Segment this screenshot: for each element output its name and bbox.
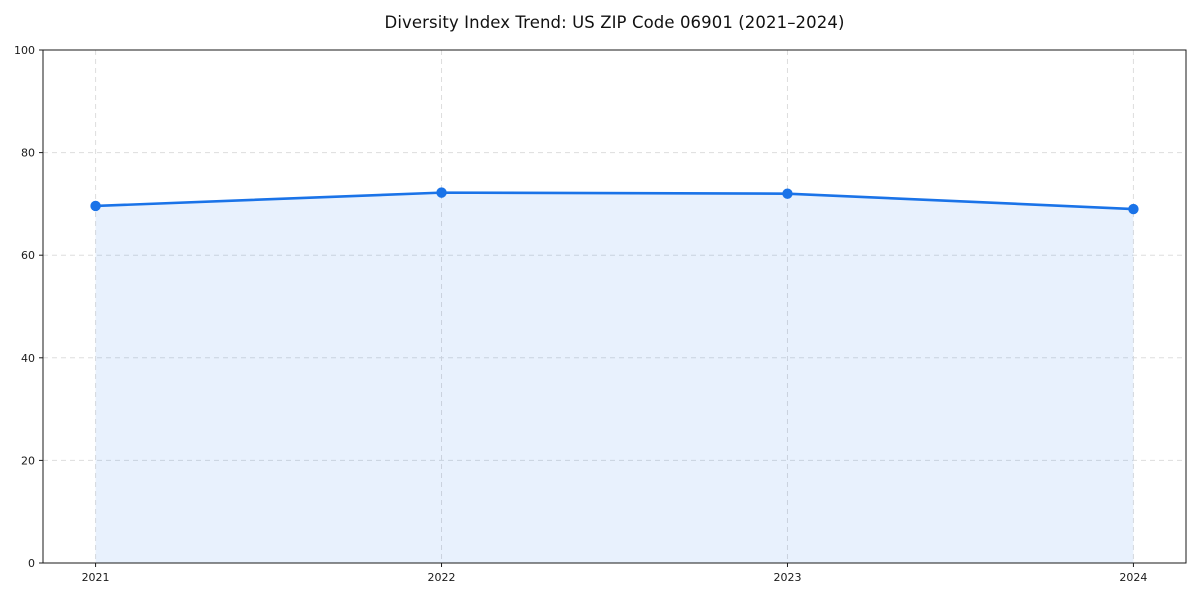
x-tick-label: 2022 — [428, 571, 456, 584]
y-tick-label: 0 — [28, 557, 35, 570]
data-point-marker — [782, 188, 793, 199]
y-tick-label: 20 — [21, 454, 35, 467]
y-tick-label: 100 — [14, 44, 35, 57]
x-tick-label: 2024 — [1119, 571, 1147, 584]
y-tick-label: 40 — [21, 352, 35, 365]
area-fill — [95, 192, 1134, 563]
data-point-marker — [90, 200, 101, 212]
data-point-marker — [436, 187, 447, 198]
trend-line — [94, 191, 1135, 211]
x-tick-label: 2021 — [82, 571, 110, 584]
y-tick-label: 60 — [21, 249, 35, 262]
axis-spines — [42, 49, 1187, 564]
data-point-marker — [1128, 203, 1139, 215]
x-tick-label: 2023 — [773, 571, 801, 584]
y-tick-label: 80 — [21, 147, 35, 160]
chart-title: Diversity Index Trend: US ZIP Code 06901… — [384, 13, 845, 32]
